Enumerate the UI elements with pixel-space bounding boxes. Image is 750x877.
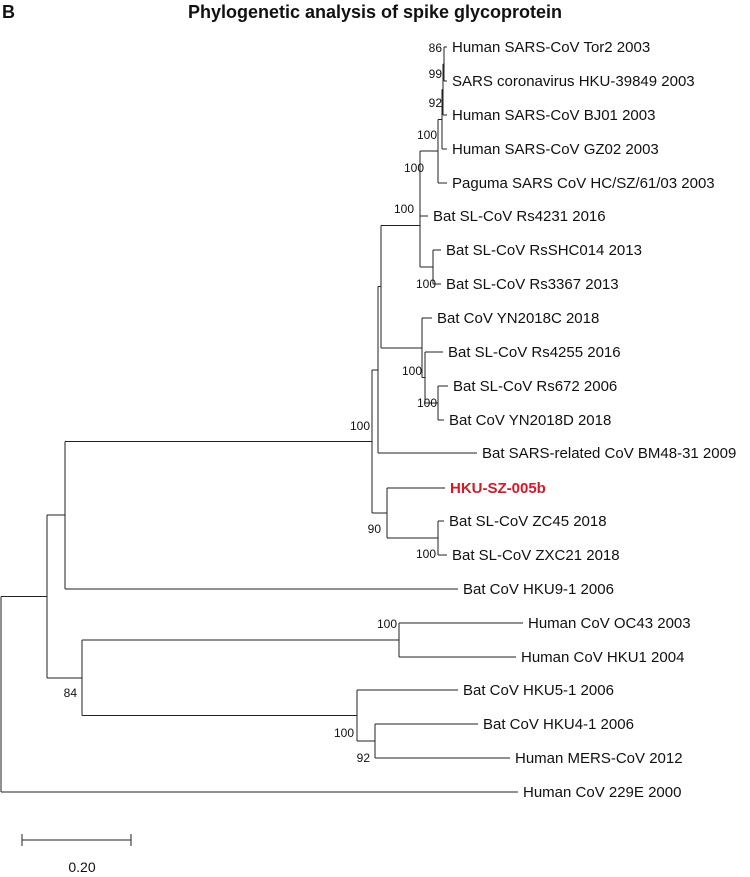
leaf-label-rs4231: Bat SL-CoV Rs4231 2016 [433,208,606,225]
leaf-label-hku4: Bat CoV HKU4-1 2006 [483,716,634,733]
bootstrap-value: 90 [368,522,382,536]
bootstrap-value: 100 [416,547,436,561]
leaf-label-mers: Human MERS-CoV 2012 [515,750,683,767]
bootstrap-labels: 8699921001001001001001001009010010084100… [64,41,443,765]
leaf-label-hku398: SARS coronavirus HKU-39849 2003 [452,73,695,90]
leaf-label-rs4255: Bat SL-CoV Rs4255 2016 [448,344,621,361]
leaf-label-zc45: Bat SL-CoV ZC45 2018 [449,513,607,530]
figure-title: Phylogenetic analysis of spike glycoprot… [187,2,563,22]
leaf-label-hku1: Human CoV HKU1 2004 [521,649,684,666]
leaf-label-rs3367: Bat SL-CoV Rs3367 2013 [446,276,619,293]
tree-branches [0,46,523,793]
leaf-label-bm48: Bat SARS-related CoV BM48-31 2009 [482,445,736,462]
leaf-label-hku5: Bat CoV HKU5-1 2006 [463,682,614,699]
leaf-label-yn18d: Bat CoV YN2018D 2018 [449,412,611,429]
leaf-label-gz02: Human SARS-CoV GZ02 2003 [452,141,659,158]
leaf-label-tor2: Human SARS-CoV Tor2 2003 [452,39,650,56]
leaf-label-oc43: Human CoV OC43 2003 [528,615,691,632]
bootstrap-value: 100 [417,396,437,410]
leaf-label-e229: Human CoV 229E 2000 [523,784,681,801]
bootstrap-value: 100 [417,128,437,142]
panel-letter: B [2,2,15,22]
leaf-label-hku9: Bat CoV HKU9-1 2006 [463,581,614,598]
bootstrap-value: 100 [402,364,422,378]
leaf-label-rsshc: Bat SL-CoV RsSHC014 2013 [446,242,642,259]
leaf-label-rs672: Bat SL-CoV Rs672 2006 [453,378,617,395]
scale-bar-label: 0.20 [68,859,95,875]
bootstrap-value: 100 [416,277,436,291]
bootstrap-value: 100 [377,617,397,631]
bootstrap-value: 100 [394,202,414,216]
bootstrap-value: 92 [357,751,371,765]
leaf-label-bj01: Human SARS-CoV BJ01 2003 [452,107,655,124]
leaf-label-zxc21: Bat SL-CoV ZXC21 2018 [452,547,620,564]
bootstrap-value: 84 [64,686,78,700]
bootstrap-value: 86 [429,41,443,55]
bootstrap-value: 100 [404,161,424,175]
leaf-label-hkusz: HKU-SZ-005b [450,480,546,497]
leaf-labels: Human SARS-CoV Tor2 2003 SARS coronavirus… [433,39,736,801]
leaf-label-yn18c: Bat CoV YN2018C 2018 [437,310,599,327]
bootstrap-value: 100 [350,419,370,433]
scale-bar: 0.20 [21,834,132,875]
bootstrap-value: 100 [334,726,354,740]
bootstrap-value: 99 [429,67,443,81]
leaf-label-paguma: Paguma SARS CoV HC/SZ/61/03 2003 [452,175,715,192]
bootstrap-value: 92 [429,96,443,110]
